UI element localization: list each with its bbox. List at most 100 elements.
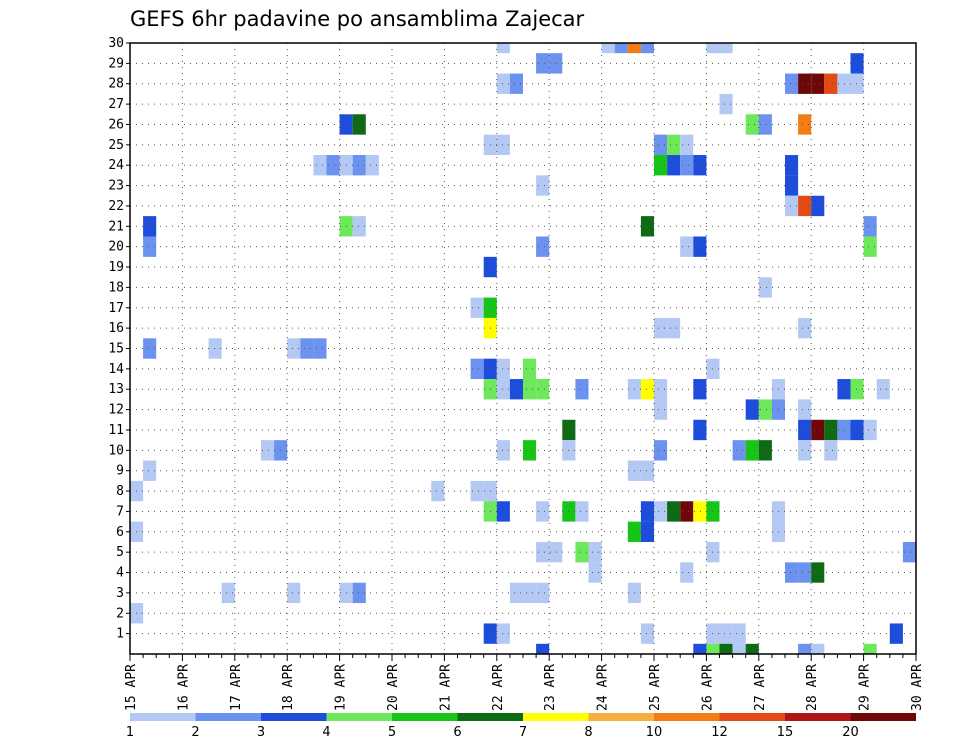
grid-lines [130,42,916,654]
heatmap-cell [798,643,812,654]
heatmap-cell [732,440,746,461]
heatmap-cell [509,582,523,604]
heatmap-cell [732,623,746,644]
legend-swatch [195,713,261,721]
y-tick-label: 3 [116,586,124,601]
heatmap-cell [798,195,812,217]
heatmap-cell [654,155,668,176]
heatmap-cell [824,419,838,441]
x-tick-label: 17 APR [229,664,244,711]
y-tick-label: 24 [108,158,124,173]
heatmap-cell [640,460,654,481]
y-tick-label: 6 [116,525,124,540]
y-tick-label: 15 [108,342,124,357]
heatmap-cell [352,114,366,135]
heatmap-cell [640,43,654,54]
heatmap-cell [863,419,877,441]
x-axis: 15 APR 16 APR 17 APR 18 APR 19 APR 20 APR 21 A… [124,654,925,711]
y-tick-label: 9 [116,464,124,479]
heatmap-cell [798,73,812,94]
heatmap-cell [824,440,838,461]
y-axis: 1234567891011121314151617181920212223242… [108,36,130,642]
heatmap-cell [509,73,523,94]
heatmap-cell [549,53,563,74]
x-tick-label: 25 APR [648,664,663,711]
heatmap-cell [326,155,340,176]
heatmap-cell [680,236,694,257]
heatmap-cell [352,216,366,237]
heatmap-cell [863,236,877,257]
legend-label: 5 [388,725,396,740]
legend-label: 1 [126,725,134,740]
heatmap-cell [352,155,366,176]
heatmap-cell [798,317,812,339]
heatmap-cell [719,623,733,644]
heatmap-cell [496,43,510,54]
heatmap-cell [614,43,628,54]
heatmap-cell [640,521,654,542]
heatmap-cell [575,501,589,522]
heatmap-cell [876,379,890,400]
heatmap-cell [496,440,510,461]
heatmap-cell [654,379,668,400]
legend-label: 20 [842,725,859,740]
heatmap-cell [745,643,759,654]
heatmap-cell [143,338,157,359]
heatmap-cell [575,379,589,400]
heatmap-cell [745,440,759,461]
heatmap-cell [470,480,484,502]
x-tick-label: 19 APR [334,664,349,711]
heatmap-cell [824,73,838,94]
legend-swatch [326,713,392,721]
y-tick-label: 22 [108,199,124,214]
legend-swatch [850,713,916,721]
y-tick-label: 5 [116,545,124,560]
heatmap-cell [798,399,812,420]
heatmap-cell [837,73,851,94]
heatmap-cell [261,440,275,461]
legend-label: 3 [257,725,265,740]
heatmap-cell [143,216,157,237]
legend-label: 2 [191,725,199,740]
heatmap-cell [680,501,694,522]
heatmap-cell [470,297,484,318]
heatmap-cell [850,73,864,94]
legend-label: 8 [584,725,592,740]
x-tick-label: 15 APR [124,664,139,711]
heatmap-cell [523,582,537,604]
heatmap-cell [549,541,563,563]
heatmap-cell [496,358,510,380]
legend-swatch [719,713,785,721]
legend-swatch [261,713,327,721]
heatmap-cell [300,338,314,359]
heatmap-cell [640,623,654,644]
heatmap-cell [536,379,550,400]
heatmap-cell [352,582,366,604]
heatmap-cell [667,501,681,522]
legend-swatch [130,713,196,721]
heatmap-cell [785,73,799,94]
heatmap-cell [850,53,864,74]
x-tick-label: 20 APR [386,664,401,711]
y-tick-label: 13 [108,382,124,397]
heatmap-cell [654,501,668,522]
heatmap-cell [313,338,327,359]
heatmap-cell [536,501,550,522]
legend-swatch [392,713,458,721]
y-tick-label: 29 [108,56,124,71]
heatmap-cell [640,379,654,400]
heatmap-cell [798,419,812,441]
y-tick-label: 21 [108,219,124,234]
heatmap-cell [431,480,445,502]
x-tick-label: 30 APR [910,664,925,711]
color-legend: 1 2 3 4 5 6 7 8 10 12 15 20 [126,713,916,740]
heatmap-cell [811,195,825,217]
heatmap-cells [130,43,916,654]
heatmap-cell [588,562,602,583]
heatmap-cell [850,379,864,400]
x-tick-label: 16 APR [176,664,191,711]
legend-swatch [523,713,589,721]
heatmap-cell [496,501,510,522]
heatmap-cell [693,643,707,654]
